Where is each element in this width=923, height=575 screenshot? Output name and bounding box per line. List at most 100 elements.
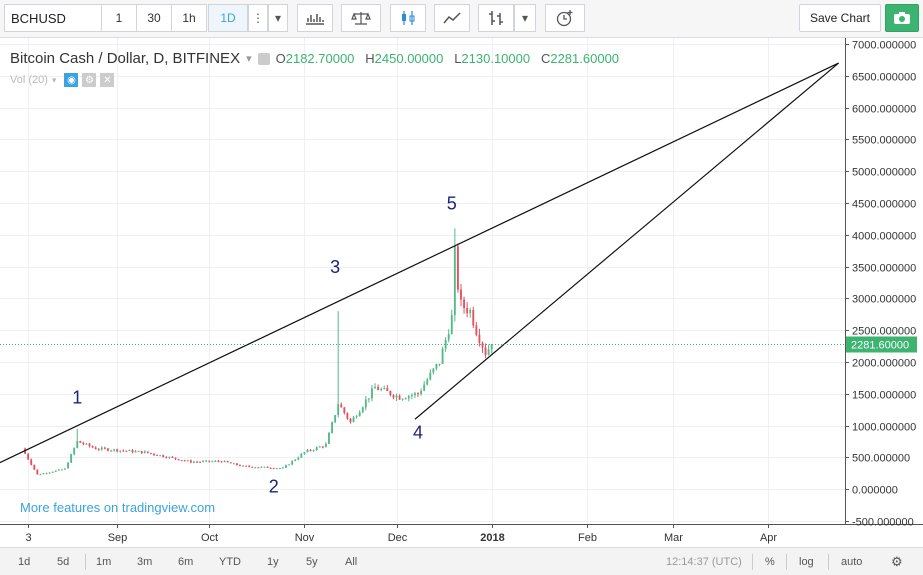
candle-body <box>291 460 294 465</box>
candle-body <box>91 446 94 448</box>
range-all-button[interactable]: All <box>345 556 358 568</box>
compare-icon[interactable] <box>341 4 381 32</box>
candle-body <box>361 407 364 413</box>
y-tick-label: 4000.000000 <box>852 231 916 243</box>
candle-body <box>214 460 217 462</box>
candle-body <box>156 454 159 456</box>
candle-body <box>113 449 116 451</box>
candle-body <box>309 449 312 451</box>
volume-visibility-icon[interactable]: ◉ <box>64 73 79 87</box>
high-value: 2450.00000 <box>374 51 444 66</box>
candle-body <box>220 461 223 463</box>
y-tick-label: 500.000000 <box>852 453 910 465</box>
candle-body <box>432 368 435 373</box>
range-5d-button[interactable]: 5d <box>57 556 70 568</box>
wave-label: 1 <box>72 387 82 407</box>
range-1d-button[interactable]: 1d <box>18 556 31 568</box>
interval-1h-button[interactable]: 1h <box>171 4 207 32</box>
wave-label: 2 <box>269 476 279 496</box>
percent-scale-button[interactable]: % <box>765 556 775 568</box>
candle-body <box>410 395 413 397</box>
candle-body <box>321 446 324 448</box>
candle-body <box>447 334 450 340</box>
chart-grid <box>0 38 923 525</box>
indicators-icon[interactable] <box>297 4 333 32</box>
more-intervals-icon[interactable]: ⋮ <box>248 4 268 32</box>
y-tick-label: 2000.000000 <box>852 358 916 370</box>
candle-body <box>140 450 143 454</box>
y-tick-label: 3000.000000 <box>852 294 916 306</box>
volume-settings-icon[interactable]: ⚙ <box>82 73 97 87</box>
wave-label: 3 <box>330 257 340 277</box>
add-alert-icon[interactable] <box>545 4 585 32</box>
candle-body <box>165 457 168 459</box>
range-1m-button[interactable]: 1m <box>96 556 112 568</box>
snapshot-camera-icon[interactable] <box>885 4 919 32</box>
bars-icon[interactable] <box>478 4 514 32</box>
x-tick-label: 2018 <box>480 532 504 544</box>
candle-body <box>478 334 481 343</box>
candle-body <box>414 393 416 396</box>
price-chart[interactable]: -500.000000 0.000000 500.000000 1000.000000… <box>0 38 923 547</box>
area-chart-icon[interactable] <box>434 4 470 32</box>
range-ytd-button[interactable]: YTD <box>219 556 241 568</box>
chart-type-dropdown-icon[interactable]: ▾ <box>514 4 536 32</box>
candle-body <box>137 450 140 452</box>
range-5y-button[interactable]: 5y <box>306 556 318 568</box>
candle-body <box>337 404 340 416</box>
chart-area[interactable]: -500.000000 0.000000 500.000000 1000.000000… <box>0 38 923 547</box>
candle-body <box>377 386 380 390</box>
range-3m-button[interactable]: 3m <box>137 556 153 568</box>
legend-settings-icon[interactable] <box>257 52 270 65</box>
interval-30-button[interactable]: 30 <box>136 4 172 32</box>
candle-body <box>364 399 367 408</box>
candle-body <box>450 315 453 335</box>
candle-body <box>306 449 309 453</box>
interval-1d-button[interactable]: 1D <box>208 4 248 32</box>
volume-dropdown-icon[interactable]: ▾ <box>51 74 57 85</box>
range-6m-button[interactable]: 6m <box>178 556 194 568</box>
log-scale-button[interactable]: log <box>799 556 814 568</box>
candle-body <box>168 456 171 458</box>
candle-body <box>288 464 291 466</box>
y-tick-label: 3500.000000 <box>852 263 916 275</box>
x-tick-label: Dec <box>388 532 408 544</box>
interval-dropdown-icon[interactable]: ▾ <box>268 4 288 32</box>
candle-body <box>328 432 330 444</box>
interval-1-button[interactable]: 1 <box>101 4 137 32</box>
candle-body <box>205 460 208 462</box>
candle-body <box>386 387 389 391</box>
candle-body <box>199 461 201 463</box>
candle-body <box>189 460 192 463</box>
close-value: 2281.60000 <box>550 51 620 66</box>
y-tick-label: 5500.000000 <box>852 135 916 147</box>
save-chart-button[interactable]: Save Chart <box>799 4 881 32</box>
utc-clock: 12:14:37 (UTC) <box>666 556 742 568</box>
y-tick-label: 0.000000 <box>852 485 898 497</box>
range-1y-button[interactable]: 1y <box>267 556 279 568</box>
candle-body <box>153 453 155 455</box>
candle-body <box>76 440 79 449</box>
legend-dropdown-icon[interactable]: ▾ <box>246 53 252 65</box>
promo-link[interactable]: More features on tradingview.com <box>20 500 216 515</box>
auto-scale-button[interactable]: auto <box>841 556 863 568</box>
candle-body <box>85 443 88 445</box>
y-tick-label: 6000.000000 <box>852 104 916 116</box>
volume-remove-icon[interactable]: ✕ <box>100 73 115 87</box>
volume-label: Vol (20) <box>10 74 48 86</box>
candle-body <box>260 466 263 468</box>
candle-body <box>441 348 444 364</box>
y-tick-label: 2500.000000 <box>852 326 916 338</box>
candle-body <box>429 372 432 380</box>
price-axis: -500.000000 0.000000 500.000000 1000.000000… <box>845 40 916 529</box>
scale-settings-icon[interactable]: ⚙ <box>891 554 903 569</box>
symbol-search-input[interactable]: BCHUSD <box>4 4 104 32</box>
candles-icon[interactable] <box>390 4 426 32</box>
candle-body <box>57 469 60 471</box>
candle-body <box>79 440 82 443</box>
candle-body <box>318 446 321 448</box>
candle-body <box>257 467 260 469</box>
candle-body <box>103 447 106 449</box>
bottom-toolbar: 1d 5d 1m 3m 6m YTD 1y 5y All 12:14:37 (U… <box>0 547 923 575</box>
candle-body <box>146 451 149 453</box>
